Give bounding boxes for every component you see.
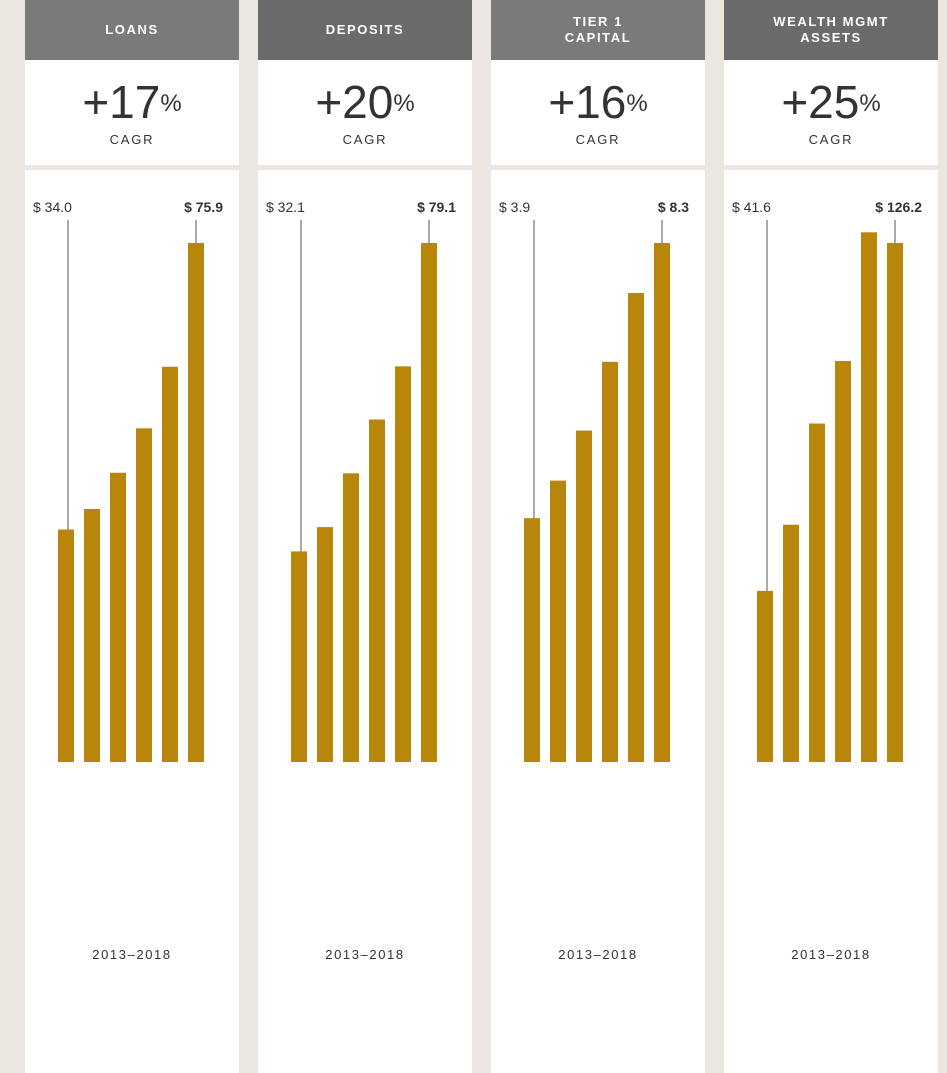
cagr-value: +20% bbox=[258, 72, 472, 132]
cagr-number: +25 bbox=[781, 76, 860, 128]
bar-2014 bbox=[317, 527, 333, 762]
cagr-number: +17 bbox=[82, 76, 161, 128]
bar-2014 bbox=[783, 524, 799, 762]
chart-panel: WEALTH MGMT ASSETS +25% CAGR $ 41.6 $ 126.2 20… bbox=[724, 0, 938, 1073]
period-label: 2013–2018 bbox=[558, 947, 638, 962]
cagr-label: CAGR bbox=[342, 132, 388, 147]
bar-2016 bbox=[369, 419, 385, 762]
cagr-label: CAGR bbox=[575, 132, 621, 147]
cagr-box: +20% CAGR bbox=[258, 60, 472, 165]
bar-chart: $ 41.6 $ 126.2 bbox=[732, 199, 922, 763]
first-value-label: $ 41.6 bbox=[732, 199, 771, 215]
bar-2013 bbox=[524, 518, 540, 762]
last-value-label: $ 75.9 bbox=[184, 199, 223, 215]
cagr-unit: % bbox=[160, 90, 182, 117]
chart-panel: LOANS +17% CAGR $ 34.0 $ 75.9 2013–2018 bbox=[25, 0, 239, 1073]
chart-area: $ 3.9 $ 8.3 2013–2018 bbox=[491, 170, 705, 1073]
chart-title-line: LOANS bbox=[105, 22, 159, 37]
bar-chart: $ 34.0 $ 75.9 bbox=[33, 199, 223, 762]
bar-2017 bbox=[861, 232, 877, 763]
chart-title: DEPOSITS bbox=[258, 0, 472, 60]
cagr-box: +25% CAGR bbox=[724, 60, 938, 165]
cagr-unit: % bbox=[626, 90, 648, 117]
last-value-label: $ 79.1 bbox=[417, 199, 456, 215]
cagr-box: +16% CAGR bbox=[491, 60, 705, 165]
bar-2018 bbox=[421, 243, 437, 762]
bar-2013 bbox=[757, 590, 773, 762]
last-value-label: $ 8.3 bbox=[658, 199, 689, 215]
chart-area: $ 34.0 $ 75.9 2013–2018 bbox=[25, 170, 239, 1073]
chart-panel: TIER 1 CAPITAL +16% CAGR $ 3.9 $ 8.3 2013–2018 bbox=[491, 0, 705, 1073]
bar-2018 bbox=[654, 243, 670, 762]
period-label: 2013–2018 bbox=[791, 947, 871, 962]
bar-2016 bbox=[602, 361, 618, 762]
period-label: 2013–2018 bbox=[325, 947, 405, 962]
chart-title-line: TIER 1 bbox=[572, 14, 624, 29]
bar-2018 bbox=[887, 243, 903, 762]
bar-2017 bbox=[628, 293, 644, 762]
cagr-label: CAGR bbox=[109, 132, 155, 147]
chart-title-line: CAPITAL bbox=[564, 30, 632, 45]
bar-2014 bbox=[550, 480, 566, 762]
bar-2013 bbox=[58, 529, 74, 762]
period-label: 2013–2018 bbox=[92, 947, 172, 962]
first-value-label: $ 34.0 bbox=[33, 199, 72, 215]
bar-2015 bbox=[110, 472, 126, 762]
cagr-value: +17% bbox=[25, 72, 239, 132]
first-value-label: $ 32.1 bbox=[266, 199, 305, 215]
cagr-number: +16 bbox=[548, 76, 627, 128]
bar-2016 bbox=[835, 361, 851, 762]
first-value-label: $ 3.9 bbox=[499, 199, 530, 215]
cagr-unit: % bbox=[859, 90, 881, 117]
bar-2014 bbox=[84, 508, 100, 762]
chart-panel: DEPOSITS +20% CAGR $ 32.1 $ 79.1 2013–2018 bbox=[258, 0, 472, 1073]
bar-2015 bbox=[576, 430, 592, 762]
chart-title-line: ASSETS bbox=[800, 30, 862, 45]
bar-2015 bbox=[343, 473, 359, 762]
chart-area: $ 32.1 $ 79.1 2013–2018 bbox=[258, 170, 472, 1073]
cagr-label: CAGR bbox=[808, 132, 854, 147]
cagr-value: +25% bbox=[724, 72, 938, 132]
bar-chart: $ 32.1 $ 79.1 bbox=[266, 199, 456, 762]
chart-title: LOANS bbox=[25, 0, 239, 60]
chart-title-line: DEPOSITS bbox=[325, 22, 405, 37]
bar-2018 bbox=[188, 243, 204, 762]
chart-title-line: WEALTH MGMT bbox=[773, 14, 889, 29]
chart-title: TIER 1 CAPITAL bbox=[491, 0, 705, 60]
bar-chart: $ 3.9 $ 8.3 bbox=[499, 199, 689, 762]
last-value-label: $ 126.2 bbox=[875, 199, 922, 215]
bar-2017 bbox=[395, 366, 411, 762]
bar-2015 bbox=[809, 423, 825, 762]
chart-title: WEALTH MGMT ASSETS bbox=[724, 0, 938, 60]
chart-area: $ 41.6 $ 126.2 2013–2018 bbox=[724, 170, 938, 1073]
cagr-box: +17% CAGR bbox=[25, 60, 239, 165]
bar-2017 bbox=[162, 366, 178, 762]
cagr-number: +20 bbox=[315, 76, 394, 128]
bar-2016 bbox=[136, 428, 152, 762]
cagr-unit: % bbox=[393, 90, 415, 117]
cagr-value: +16% bbox=[491, 72, 705, 132]
bar-2013 bbox=[291, 551, 307, 762]
